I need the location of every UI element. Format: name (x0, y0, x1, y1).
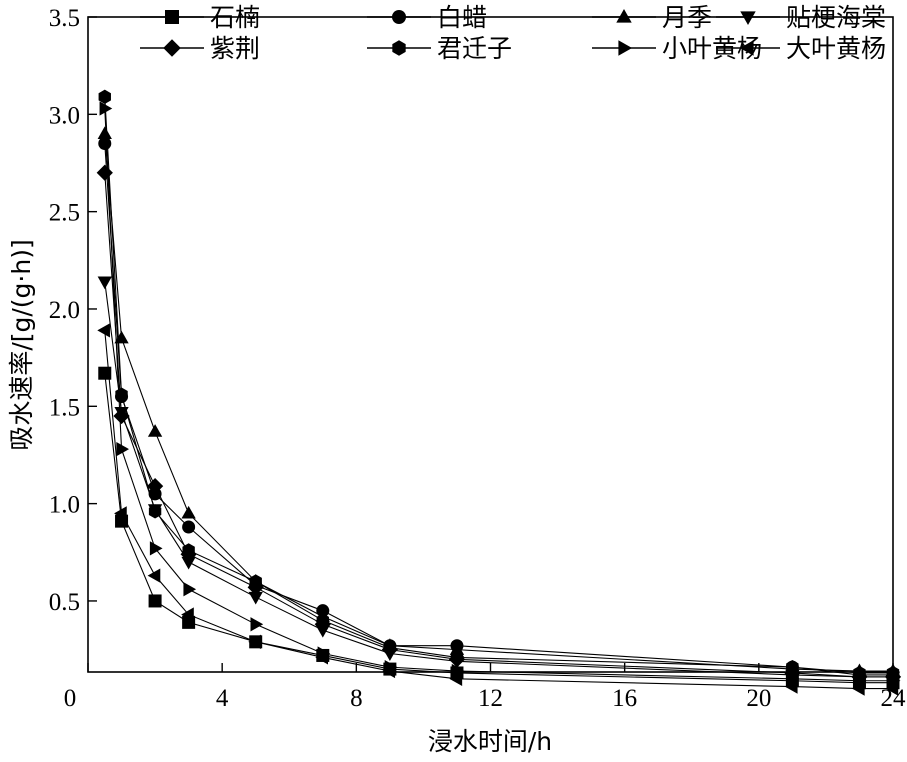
series-line (104, 373, 893, 684)
data-point (450, 650, 464, 665)
legend-item: 紫荆 (140, 34, 260, 63)
data-point (113, 407, 130, 425)
data-point (851, 681, 865, 696)
data-point (181, 556, 196, 570)
series-line (104, 96, 893, 674)
data-point (449, 642, 465, 655)
data-point (114, 330, 129, 344)
legend-marker (740, 11, 756, 26)
data-point (451, 663, 465, 679)
data-point (148, 594, 162, 608)
legend-item: 大叶黄杨 (716, 34, 886, 63)
data-point (248, 634, 261, 649)
data-point (248, 591, 263, 605)
data-point (96, 164, 113, 181)
legend-label: 月季 (662, 3, 712, 32)
data-point (382, 663, 396, 679)
data-point (99, 101, 113, 116)
x-tick-origin-label: 0 (64, 685, 77, 712)
y-axis-title: 吸水速率/[g/(g·h)] (7, 239, 36, 450)
data-point (784, 679, 798, 694)
legend-item: 君迁子 (367, 34, 512, 63)
x-axis: 4 8 12 16 20 24 (87, 663, 907, 712)
x-axis-title: 浸水时间/h (428, 727, 552, 756)
y-tick-label: 3.5 (49, 5, 80, 32)
data-point (98, 137, 112, 151)
data-point (114, 506, 127, 521)
x-tick-label: 20 (746, 685, 771, 712)
data-point (181, 607, 194, 622)
data-point (97, 126, 112, 139)
data-point (146, 477, 164, 495)
data-point (854, 673, 867, 688)
data-point (786, 659, 799, 675)
y-tick-label: 2.5 (49, 200, 80, 227)
data-point (181, 505, 196, 519)
data-point (182, 520, 196, 534)
x-tick-label: 16 (612, 685, 637, 712)
legend-label: 白蜡 (437, 3, 487, 32)
legend-item: 石楠 (140, 3, 260, 32)
series-line (104, 330, 893, 690)
legend-label: 贴梗海棠 (786, 3, 886, 32)
data-point (147, 424, 163, 437)
y-tick-label: 1.0 (49, 492, 80, 519)
series-line (104, 143, 893, 676)
legend-marker (165, 10, 179, 24)
y-axis: 0.5 1.0 1.5 2.0 2.5 3.0 3.5 (49, 5, 97, 616)
legend-label: 石楠 (210, 3, 260, 32)
data-point (787, 671, 800, 686)
legend-marker (618, 40, 633, 56)
legend-label: 大叶黄杨 (786, 34, 886, 63)
data-point (147, 568, 161, 583)
data-point (885, 681, 899, 696)
legend-marker (392, 40, 406, 56)
data-point (97, 323, 110, 338)
series-line (104, 281, 893, 678)
data-point (383, 640, 397, 655)
data-point (116, 441, 130, 457)
legend-marker (163, 39, 181, 57)
legend-marker (616, 8, 632, 23)
data-point (98, 366, 112, 380)
legend-marker (392, 10, 406, 24)
data-point (98, 89, 111, 104)
series-line (104, 133, 893, 672)
data-point (250, 617, 264, 632)
data-point (315, 650, 328, 665)
legend-label: 君迁子 (437, 34, 512, 63)
data-point (182, 543, 195, 558)
data-point (149, 541, 163, 556)
data-point (887, 673, 901, 688)
data-point (148, 504, 162, 519)
legend-item: 白蜡 (367, 3, 487, 32)
plot-area-frame (87, 16, 894, 673)
data-point (183, 582, 197, 597)
legend-label: 紫荆 (210, 34, 260, 63)
y-tick-label: 3.0 (49, 102, 80, 129)
series-lines (104, 96, 893, 690)
x-tick-label: 4 (216, 685, 229, 712)
y-tick-label: 0.5 (49, 589, 80, 616)
x-tick-label: 12 (478, 685, 503, 712)
legend-item: 贴梗海棠 (716, 3, 886, 32)
x-tick-label: 24 (881, 685, 907, 712)
data-point (97, 276, 112, 290)
series-line (104, 172, 893, 678)
data-point (249, 574, 262, 589)
y-tick-label: 2.0 (49, 297, 80, 324)
data-point (449, 671, 463, 686)
series-line (104, 108, 893, 682)
x-tick-label: 8 (350, 685, 363, 712)
legend-item: 月季 (592, 3, 712, 32)
data-point (115, 387, 128, 402)
y-tick-label: 1.5 (49, 394, 80, 421)
data-point (316, 613, 329, 628)
legend-marker (739, 40, 754, 56)
